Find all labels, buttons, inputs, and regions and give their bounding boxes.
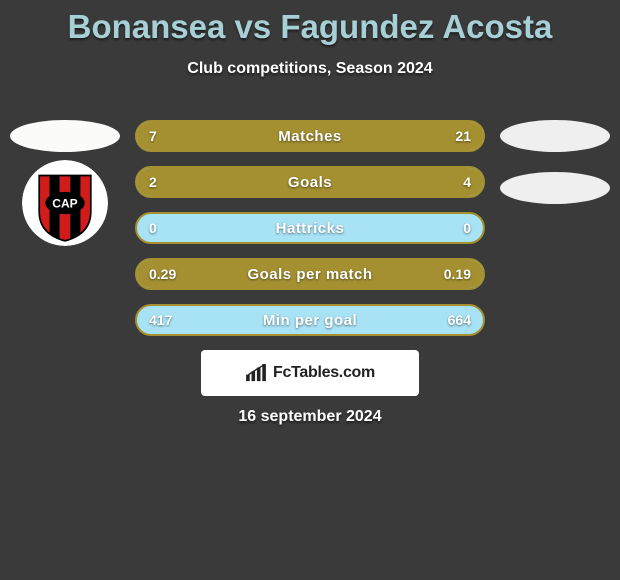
stat-value-left: 2 xyxy=(149,168,157,196)
right-player-column xyxy=(495,120,615,204)
stat-row: Hattricks0 0 xyxy=(135,212,485,244)
attribution-badge: FcTables.com xyxy=(201,350,419,396)
stat-value-left: 0.29 xyxy=(149,260,176,288)
comparison-card: Bonansea vs Fagundez Acosta Club competi… xyxy=(0,0,620,580)
stat-value-left: 7 xyxy=(149,122,157,150)
stat-value-right: 664 xyxy=(448,306,471,334)
club-badge: CAP xyxy=(22,160,108,246)
stat-value-right: 0.19 xyxy=(444,260,471,288)
club-badge-svg: CAP xyxy=(22,160,108,246)
stat-value-right: 0 xyxy=(463,214,471,242)
stat-row: Min per goal417 664 xyxy=(135,304,485,336)
stat-label: Hattricks xyxy=(137,214,483,242)
stat-row: Goals per match0.290.19 xyxy=(135,258,485,290)
bars-icon xyxy=(245,364,267,382)
club-badge-placeholder xyxy=(500,172,610,204)
page-title: Bonansea vs Fagundez Acosta xyxy=(0,0,620,46)
stat-value-left: 0 xyxy=(149,214,157,242)
left-player-column: CAP xyxy=(5,120,125,246)
subtitle: Club competitions, Season 2024 xyxy=(0,60,620,78)
stat-fill-right xyxy=(224,122,484,150)
stat-value-right: 4 xyxy=(463,168,471,196)
stat-label: Min per goal xyxy=(137,306,483,334)
stat-row: Matches721 xyxy=(135,120,485,152)
stats-panel: Matches721Goals24Hattricks00Goals per ma… xyxy=(135,120,485,350)
stat-fill-right xyxy=(251,168,483,196)
stat-row: Goals24 xyxy=(135,166,485,198)
date-label: 16 september 2024 xyxy=(0,408,620,426)
player-photo-placeholder xyxy=(10,120,120,152)
stat-value-left: 417 xyxy=(149,306,172,334)
svg-text:CAP: CAP xyxy=(52,196,77,210)
player-photo-placeholder xyxy=(500,120,610,152)
attribution-text: FcTables.com xyxy=(273,364,375,382)
stat-value-right: 21 xyxy=(455,122,471,150)
